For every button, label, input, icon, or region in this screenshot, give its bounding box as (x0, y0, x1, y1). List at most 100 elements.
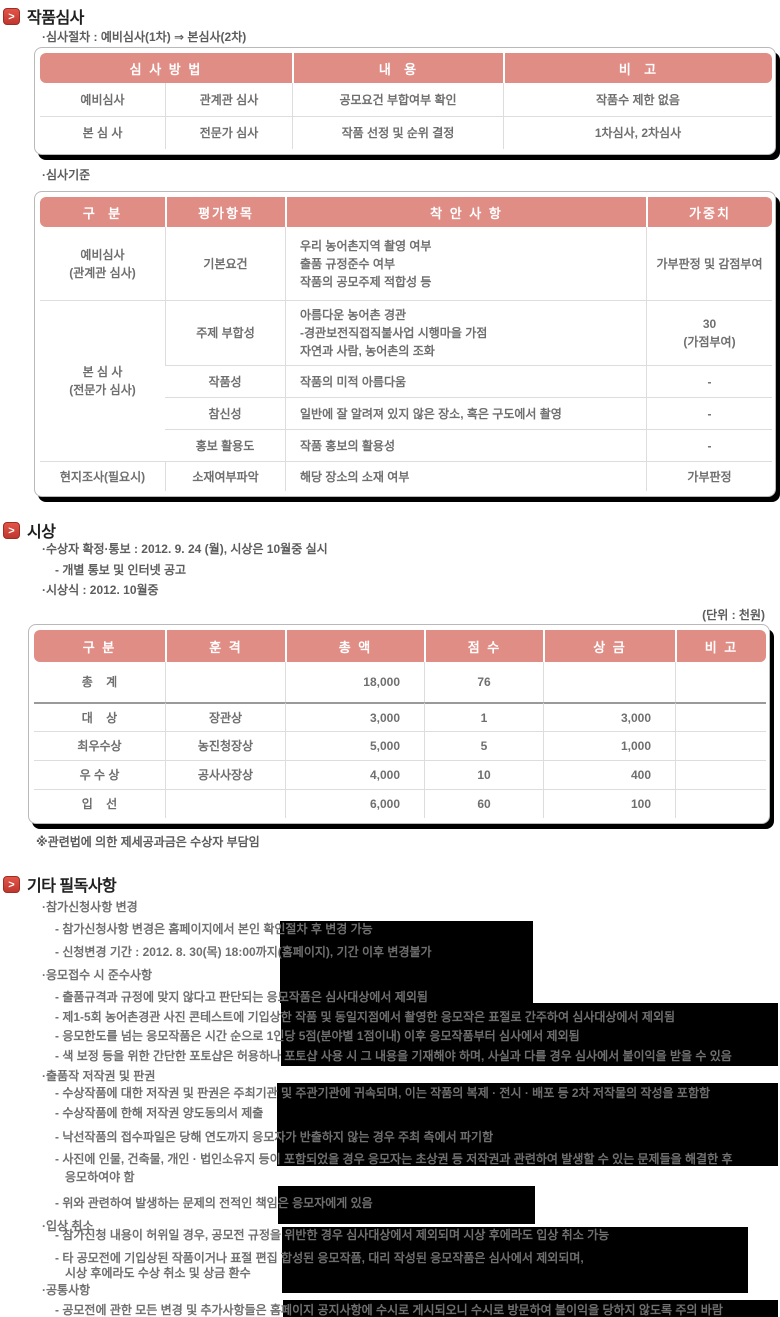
procedure-table-header-row: 심 사 방 법 내 용 비 고 (40, 53, 772, 83)
table-cell (675, 662, 766, 702)
redaction-box (282, 1227, 748, 1293)
table-cell: 기본요건 (165, 227, 285, 300)
note-line: - 수상작품에 대한 저작권 및 판권은 주최기관 및 주관기관에 귀속되며, … (55, 1086, 711, 1100)
table-cell: 참신성 (165, 397, 285, 429)
note-line: - 참가신청 내용이 허위일 경우, 공모전 규정을 위반한 경우 심사대상에서… (55, 1228, 610, 1242)
table-cell: 400 (543, 760, 675, 789)
section-review-header: > 작품심사 (3, 4, 84, 28)
table-cell: 10 (424, 760, 543, 789)
table-cell (165, 789, 285, 818)
table-cell: 작품성 (165, 365, 285, 397)
note-line: ·출품작 저작권 및 판권 (42, 1069, 156, 1083)
note-line: - 출품규격과 규정에 맞지 않다고 판단되는 응모작품은 심사대상에서 제외됨 (55, 990, 428, 1004)
table-cell: 가부판정 및 감점부여 (646, 227, 772, 300)
table-cell (675, 789, 766, 818)
table-cell: 현지조사(필요시) (40, 461, 165, 491)
note-line: - 사진에 인물, 건축물, 개인 · 법인소유지 등이 포함되었을 경우 응모… (55, 1152, 733, 1166)
table-cell: - (646, 429, 772, 461)
section-notes-header: > 기타 필독사항 (3, 872, 117, 896)
table-cell: 예비심사 (80, 92, 125, 107)
table-cell: 대 상 (34, 702, 165, 731)
note-line: - 제1-5회 농어촌경관 사진 콘테스트에 기입상한 작품 및 동일지점에서 … (55, 1010, 676, 1024)
table-cell: 아름다운 농어촌 경관 -경관보전직접직불사업 시행마을 가점 자연과 사람, … (285, 300, 646, 365)
table-row: 우 수 상 공사사장상 4,000 10 400 (34, 760, 766, 789)
table-cell: 우리 농어촌지역 촬영 여부 출품 규정준수 여부 작품의 공모주제 적합성 등 (285, 227, 646, 300)
header-method: 심 사 방 법 (40, 53, 292, 83)
header-note: 비 고 (675, 630, 766, 662)
table-row: 최우수상 농진청장상 5,000 5 1,000 (34, 731, 766, 760)
table-cell: 100 (543, 789, 675, 818)
tax-footnote: ※관련법에 의한 제세공과금은 수상자 부담임 (36, 835, 260, 849)
table-cell: 6,000 (285, 789, 424, 818)
table-cell: 일반에 잘 알려져 있지 않은 장소, 혹은 구도에서 촬영 (285, 397, 646, 429)
redaction-box (283, 1300, 778, 1317)
table-cell: 공모요건 부합여부 확인 (292, 83, 503, 116)
table-cell: - (646, 397, 772, 429)
table-cell: 5,000 (285, 731, 424, 760)
table-cell: 소재여부파악 (165, 461, 285, 491)
table-cell: 해당 장소의 소재 여부 (285, 461, 646, 491)
table-row: 작품성 작품의 미적 아름다움 - (40, 365, 772, 397)
table-cell (675, 702, 766, 731)
table-cell: 3,000 (285, 702, 424, 731)
review-criteria-bullet: ·심사기준 (42, 168, 91, 182)
table-cell: 76 (424, 662, 543, 702)
table-row: 홍보 활용도 작품 홍보의 활용성 - (40, 429, 772, 461)
section-review-title: 작품심사 (27, 10, 84, 27)
note-line: 시상 후에라도 수상 취소 및 상금 환수 (65, 1266, 251, 1280)
table-cell: 가부판정 (646, 461, 772, 491)
table-cell: 장관상 (165, 702, 285, 731)
table-cell: 예비심사 (관계관 심사) (69, 247, 136, 280)
redaction-box (281, 1003, 778, 1066)
awards-table-header-row: 구 분 훈 격 총 액 점 수 상 금 비 고 (34, 630, 766, 662)
table-cell: 1,000 (543, 731, 675, 760)
table-row: 참신성 일반에 잘 알려져 있지 않은 장소, 혹은 구도에서 촬영 - (40, 397, 772, 429)
criteria-table-header-row: 구 분 평가항목 착 안 사 항 가중치 (40, 197, 772, 227)
header-group: 구 분 (40, 197, 165, 227)
table-row: 대 상 장관상 3,000 1 3,000 (34, 702, 766, 731)
awards-announce-bullet: ·수상자 확정·통보 : 2012. 9. 24 (월), 시상은 10월중 실… (42, 542, 328, 556)
table-cell: 공사사장상 (165, 760, 285, 789)
note-line: ·입상 취소 (42, 1219, 94, 1233)
header-prize: 상 금 (543, 630, 675, 662)
note-line: - 낙선작품의 접수파일은 당해 연도까지 응모자가 반출하지 않는 경우 주최… (55, 1130, 494, 1144)
table-cell: 작품수 제한 없음 (503, 83, 772, 116)
table-row: 현지조사(필요시) 소재여부파악 해당 장소의 소재 여부 가부판정 (40, 461, 772, 491)
header-weight: 가중치 (646, 197, 772, 227)
table-cell: 작품 선정 및 순위 결정 (292, 116, 503, 149)
table-cell (675, 731, 766, 760)
table-row: 총 계 18,000 76 (34, 662, 766, 702)
header-total: 총 액 (285, 630, 424, 662)
table-row: 본 심 사 전문가 심사 작품 선정 및 순위 결정 1차심사, 2차심사 (40, 116, 772, 149)
redaction-box (278, 1186, 535, 1224)
note-line: ·참가신청사항 변경 (42, 900, 138, 914)
header-honor: 훈 격 (165, 630, 285, 662)
table-cell: 1 (424, 702, 543, 731)
note-line: ·공통사항 (42, 1283, 91, 1297)
header-count: 점 수 (424, 630, 543, 662)
table-cell: 총 계 (81, 675, 118, 689)
awards-table: 구 분 훈 격 총 액 점 수 상 금 비 고 총 계 18,000 76 대 … (28, 624, 770, 824)
header-points: 착 안 사 항 (285, 197, 646, 227)
section-arrow-icon: > (3, 875, 20, 893)
procedure-table: 심 사 방 법 내 용 비 고 예비심사 관계관 심사 공모요건 부합여부 확인… (34, 47, 776, 155)
table-cell: 18,000 (285, 662, 424, 702)
section-notes-title: 기타 필독사항 (27, 878, 117, 895)
table-cell (543, 662, 675, 702)
review-procedure-bullet: ·심사절차 : 예비심사(1차) ⇒ 본심사(2차) (42, 30, 247, 44)
note-line: - 공모전에 관한 모든 변경 및 추가사항들은 홈페이지 공지사항에 수시로 … (55, 1303, 723, 1317)
table-cell: 1차심사, 2차심사 (503, 116, 772, 149)
header-content: 내 용 (292, 53, 503, 83)
table-cell: 입 선 (34, 789, 165, 818)
header-note: 비 고 (503, 53, 772, 83)
table-cell: 우 수 상 (34, 760, 165, 789)
table-cell: 홍보 활용도 (165, 429, 285, 461)
table-row: 예비심사 관계관 심사 공모요건 부합여부 확인 작품수 제한 없음 (40, 83, 772, 116)
redaction-box (280, 921, 533, 1003)
table-cell: 4,000 (285, 760, 424, 789)
table-cell: - (646, 365, 772, 397)
table-cell: 주제 부합성 (165, 300, 285, 365)
table-cell: 최우수상 (34, 731, 165, 760)
table-cell: 본 심 사 (40, 116, 165, 149)
